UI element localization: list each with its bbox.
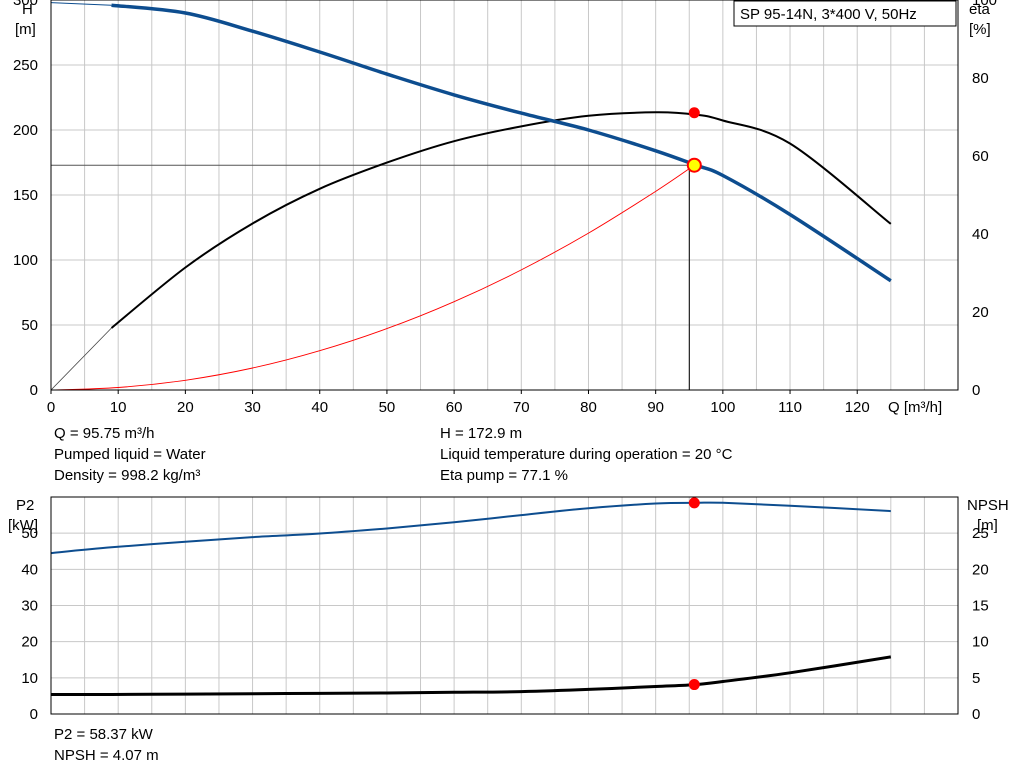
top-left-axis-label-line1: H (22, 1, 33, 18)
top-right-tick-label: 60 (972, 148, 989, 165)
p2-curve (50, 501, 891, 555)
bottom-plot-frame (50, 496, 959, 715)
x-tick-label: 40 (311, 399, 328, 416)
top-right-tick-label: 100 (972, 0, 997, 9)
chart-title: SP 95-14N, 3*400 V, 50Hz (740, 6, 917, 23)
top-right-tick-label: 20 (972, 304, 989, 321)
bottom-left-tick-label: 40 (21, 561, 38, 578)
bottom-right-axis-label-line1: NPSH (967, 497, 1009, 514)
density-readout: Density = 998.2 kg/m³ (54, 467, 201, 484)
x-tick-label: 80 (580, 399, 597, 416)
x-tick-label: 100 (710, 399, 735, 416)
x-tick-label: 110 (778, 399, 802, 416)
bottom-left-tick-label: 30 (21, 598, 38, 615)
head-readout: H = 172.9 m (440, 425, 523, 442)
top-right-tick-label: 80 (972, 70, 989, 87)
power-readout: P2 = 58.37 kW (54, 726, 153, 743)
efficiency-readout: Eta pump = 77.1 % (440, 467, 568, 484)
x-tick-label: 60 (446, 399, 463, 416)
bottom-right-axis-label-line2: [m] (977, 517, 998, 534)
bottom-right-tick-label: 20 (972, 561, 989, 578)
temperature-readout: Liquid temperature during operation = 20… (440, 446, 733, 463)
top-left-tick-label: 200 (13, 122, 38, 139)
top-left-tick-label: 0 (30, 382, 38, 399)
info-bottom: P2 = 58.37 kW NPSH = 4.07 m (54, 724, 159, 766)
x-tick-label: 20 (177, 399, 194, 416)
tick-labels: 0 10 20 30 40 50 60 70 80 90 100 110 120050100150200… (13, 0, 997, 723)
bottom-right-tick-label: 25 (972, 525, 989, 542)
bottom-left-tick-label: 50 (21, 525, 38, 542)
npsh-readout: NPSH = 4.07 m (54, 747, 159, 764)
top-right-tick-label: 0 (972, 382, 980, 399)
eta-curve (110, 111, 892, 329)
bottom-right-tick-label: 10 (972, 634, 989, 651)
top-right-tick-label: 40 (972, 226, 989, 243)
top-right-axis-label-line1: eta (969, 1, 991, 18)
bottom-right-tick-label: 15 (972, 598, 989, 615)
top-plot-frame (50, 0, 959, 391)
liquid-readout: Pumped liquid = Water (54, 446, 206, 463)
x-tick-label: 10 (110, 399, 127, 416)
flow-readout: Q = 95.75 m³/h (54, 425, 155, 442)
x-tick-label: 50 (379, 399, 396, 416)
top-left-tick-label: 50 (21, 317, 38, 334)
duty-point (686, 157, 702, 173)
x-tick-label: 90 (647, 399, 664, 416)
info-right-top: H = 172.9 m Liquid temperature during op… (440, 423, 732, 486)
bottom-left-axis-label-line1: P2 (16, 497, 34, 514)
bottom-chart-grid (51, 496, 958, 714)
top-left-axis-label-line2: [m] (15, 21, 36, 38)
npsh-operating-point (688, 679, 700, 691)
top-left-tick-label: 250 (13, 57, 38, 74)
eta-operating-point (688, 107, 700, 119)
head-extension (50, 2, 112, 6)
p2-operating-point (688, 497, 700, 509)
top-left-tick-label: 300 (13, 0, 38, 9)
bottom-left-axis-label-line2: [kW] (8, 517, 38, 534)
x-tick-label: 70 (513, 399, 530, 416)
bottom-chart-series (50, 497, 892, 697)
top-right-axis-label-line2: [%] (969, 21, 991, 38)
top-chart-grid (51, 0, 958, 390)
bottom-right-tick-label: 0 (972, 706, 980, 723)
npsh-curve (50, 655, 892, 697)
title-box (733, 0, 957, 27)
x-tick-label: 0 (47, 399, 55, 416)
bottom-right-tick-label: 5 (972, 670, 980, 687)
bottom-left-tick-label: 20 (21, 634, 38, 651)
top-left-tick-label: 150 (13, 187, 38, 204)
top-left-tick-label: 100 (13, 252, 38, 269)
eta-extension (50, 327, 112, 391)
info-left-top: Q = 95.75 m³/h Pumped liquid = Water Den… (54, 423, 206, 486)
head-curve (111, 3, 892, 283)
x-tick-label: 30 (244, 399, 261, 416)
bottom-left-tick-label: 0 (30, 706, 38, 723)
x-tick-label: 120 (845, 399, 870, 416)
system-curve (50, 164, 695, 391)
top-chart-series (50, 2, 892, 391)
x-axis-label: Q [m³/h] (888, 399, 942, 416)
bottom-left-tick-label: 10 (21, 670, 38, 687)
